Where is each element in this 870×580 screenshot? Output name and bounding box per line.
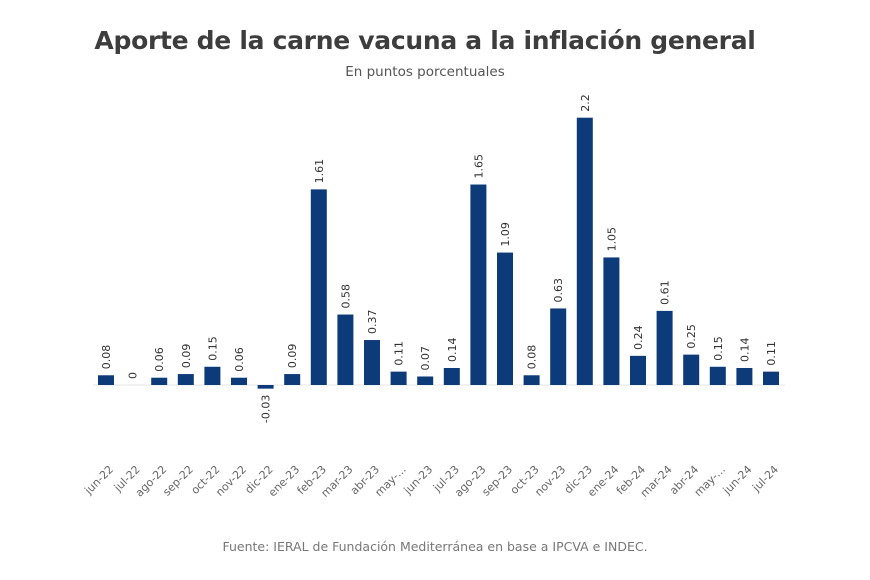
data-label: 1.09 <box>499 222 512 247</box>
data-label: 1.05 <box>605 227 618 252</box>
bar-oct-23 <box>523 375 540 385</box>
data-label: 1.65 <box>472 154 485 179</box>
bar-jun-23 <box>417 376 434 385</box>
bar-ene-24 <box>603 257 620 385</box>
bar-nov-22 <box>231 377 247 385</box>
bar-ago-22 <box>151 377 168 385</box>
data-label: 0.09 <box>286 344 299 369</box>
x-tick-label: jun-23 <box>401 463 436 498</box>
bar-abr-24 <box>683 354 700 385</box>
data-label: 0.15 <box>712 336 725 361</box>
bar-jul-23 <box>443 367 460 385</box>
data-label: 0.15 <box>206 336 219 361</box>
bar-feb-23 <box>310 189 327 385</box>
data-label: 0.58 <box>339 284 352 309</box>
bar-sep-22 <box>177 374 194 385</box>
data-label: 0.61 <box>659 280 672 305</box>
data-label: 0.06 <box>153 347 166 372</box>
bar-ene-23 <box>284 374 301 385</box>
data-label: 0.14 <box>446 337 459 362</box>
data-label: 0.08 <box>100 345 113 370</box>
data-label: 0.37 <box>366 310 379 335</box>
bar-ago-23 <box>470 184 487 385</box>
chart-source: Fuente: IERAL de Fundación Mediterránea … <box>222 539 648 554</box>
data-label: 2.2 <box>579 94 592 112</box>
data-label: 0.63 <box>552 278 565 303</box>
bar-sep-23 <box>497 252 513 385</box>
bar-feb-24 <box>630 355 646 385</box>
bar-abr-23 <box>364 340 380 385</box>
bar-mar-24 <box>656 310 673 385</box>
data-label: 0.11 <box>393 341 406 366</box>
bar-nov-23 <box>550 308 567 385</box>
data-label: 0 <box>127 372 140 379</box>
bar-dic-22 <box>257 385 274 389</box>
bar-jun-22 <box>98 375 114 385</box>
data-label: 0.08 <box>526 345 539 370</box>
x-tick-label: sep-22 <box>160 463 196 499</box>
chart-title: Aporte de la carne vacuna a la inflación… <box>94 26 756 55</box>
bar-dic-23 <box>576 117 593 385</box>
data-label: 0.25 <box>685 324 698 349</box>
data-label: -0.03 <box>260 395 273 423</box>
x-tick-label: jun-24 <box>720 463 755 498</box>
bar-may-... <box>709 366 726 385</box>
bar-oct-22 <box>204 366 221 385</box>
chart-subtitle: En puntos porcentuales <box>345 64 505 80</box>
data-label: 0.24 <box>632 325 645 350</box>
x-tick-label: jul-24 <box>749 463 781 495</box>
bar-mar-23 <box>337 314 354 385</box>
x-tick-label: sep-23 <box>479 463 515 499</box>
bar-jul-24 <box>763 371 779 385</box>
data-label: 0.09 <box>180 344 193 369</box>
data-label: 0.06 <box>233 347 246 372</box>
data-label: 0.07 <box>419 346 432 371</box>
bar-may-... <box>390 371 407 385</box>
data-label: 0.14 <box>738 337 751 362</box>
data-label: 1.61 <box>313 159 326 184</box>
x-tick-label: jun-22 <box>81 463 116 498</box>
data-label: 0.11 <box>765 341 778 366</box>
bar-jun-24 <box>736 367 753 385</box>
